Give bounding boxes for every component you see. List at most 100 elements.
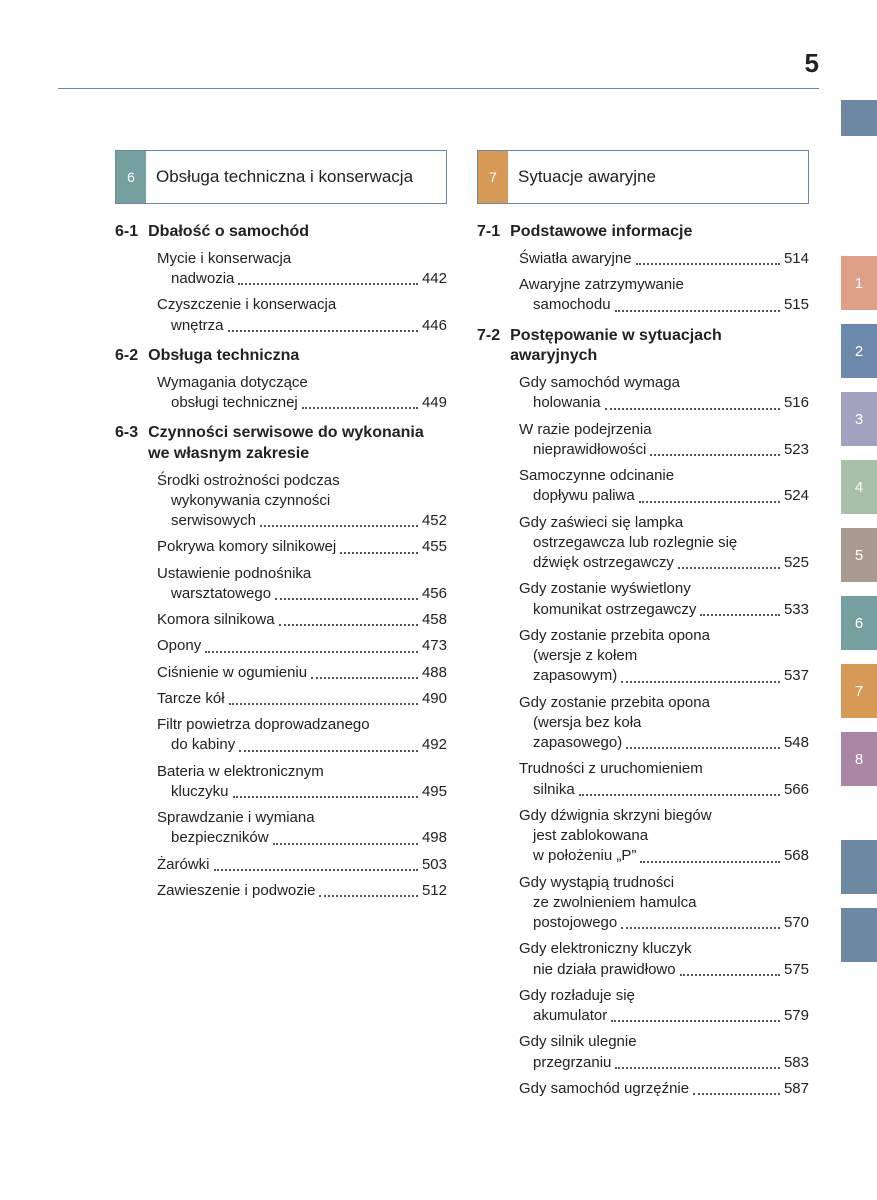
toc-entry: Filtr powietrza doprowadzanegodo kabiny4… bbox=[157, 715, 447, 756]
entry-label: Trudności z uruchomieniem bbox=[519, 759, 809, 779]
entry-line: dźwięk ostrzegawczy525 bbox=[519, 553, 809, 573]
entry-label: bezpieczników bbox=[171, 828, 269, 848]
dot-leader bbox=[311, 677, 418, 679]
entry-label: Samoczynne odcinanie bbox=[519, 466, 809, 486]
entry-label: Gdy samochód wymaga bbox=[519, 373, 809, 393]
toc-columns: 6Obsługa techniczna i konserwacja6-1Dbał… bbox=[115, 150, 809, 1109]
dot-leader bbox=[621, 681, 780, 683]
entry-page: 570 bbox=[784, 913, 809, 933]
chapter-title: Sytuacje awaryjne bbox=[508, 151, 808, 203]
entry-label: wnętrza bbox=[171, 316, 224, 336]
entry-line: Opony 473 bbox=[157, 636, 447, 656]
entries: Środki ostrożności podczaswykonywania cz… bbox=[115, 471, 447, 902]
toc-entry: Sprawdzanie i wymianabezpieczników498 bbox=[157, 808, 447, 849]
section-number: 6-1 bbox=[115, 222, 138, 243]
side-tab: 3 bbox=[841, 392, 877, 446]
dot-leader bbox=[621, 927, 780, 929]
entry-label: Komora silnikowa bbox=[157, 610, 275, 630]
toc-section: 7-1Podstawowe informacjeŚwiatła awaryjne… bbox=[477, 222, 809, 316]
entry-page: 525 bbox=[784, 553, 809, 573]
toc-entry: Zawieszenie i podwozie512 bbox=[157, 881, 447, 901]
entry-label: komunikat ostrzegawczy bbox=[533, 600, 696, 620]
dot-leader bbox=[205, 651, 418, 653]
toc-entry: W razie podejrzenianieprawidłowości523 bbox=[519, 420, 809, 461]
side-tab: 4 bbox=[841, 460, 877, 514]
toc-entry: Gdy zaświeci się lampkaostrzegawcza lub … bbox=[519, 513, 809, 574]
toc-column: 7Sytuacje awaryjne7-1Podstawowe informac… bbox=[477, 150, 809, 1109]
entry-page: 514 bbox=[784, 249, 809, 269]
entry-page: 512 bbox=[422, 881, 447, 901]
dot-leader bbox=[615, 310, 780, 312]
entry-label: Wymagania dotyczące bbox=[157, 373, 447, 393]
dot-leader bbox=[228, 330, 418, 332]
section-heading: 6-2Obsługa techniczna bbox=[115, 346, 447, 367]
entry-label: Gdy zostanie przebita opona bbox=[519, 693, 809, 713]
side-tabs: 12345678 bbox=[841, 256, 877, 976]
entry-label: Bateria w elektronicznym bbox=[157, 762, 447, 782]
dot-leader bbox=[650, 454, 780, 456]
entry-line: komunikat ostrzegawczy533 bbox=[519, 600, 809, 620]
dot-leader bbox=[319, 895, 418, 897]
toc-entry: Gdy rozładuje sięakumulator579 bbox=[519, 986, 809, 1027]
dot-leader bbox=[636, 263, 780, 265]
side-tab bbox=[841, 908, 877, 962]
entry-page: 548 bbox=[784, 733, 809, 753]
entry-page: 452 bbox=[422, 511, 447, 531]
dot-leader bbox=[678, 567, 780, 569]
entry-label: Ciśnienie w ogumieniu bbox=[157, 663, 307, 683]
entry-line: Tarcze kół490 bbox=[157, 689, 447, 709]
dot-leader bbox=[340, 552, 418, 554]
dot-leader bbox=[229, 703, 418, 705]
entry-label: Ustawienie podnośnika bbox=[157, 564, 447, 584]
entry-line: nie działa prawidłowo575 bbox=[519, 960, 809, 980]
toc-entry: Gdy zostanie przebita opona(wersja bez k… bbox=[519, 693, 809, 754]
toc-section: 6-1Dbałość o samochódMycie i konserwacja… bbox=[115, 222, 447, 336]
section-title: Postępowanie w sytuacjach awaryjnych bbox=[510, 326, 809, 368]
entry-label: kluczyku bbox=[171, 782, 229, 802]
dot-leader bbox=[626, 747, 780, 749]
section-number: 6-3 bbox=[115, 423, 138, 465]
entry-label: do kabiny bbox=[171, 735, 235, 755]
toc-entry: Czyszczenie i konserwacjawnętrza446 bbox=[157, 295, 447, 336]
entry-page: 587 bbox=[784, 1079, 809, 1099]
entry-label: Filtr powietrza doprowadzanego bbox=[157, 715, 447, 735]
dot-leader bbox=[693, 1093, 780, 1095]
entry-line: Zawieszenie i podwozie512 bbox=[157, 881, 447, 901]
toc-entry: Gdy samochód wymagaholowania516 bbox=[519, 373, 809, 414]
toc-entry: Pokrywa komory silnikowej455 bbox=[157, 537, 447, 557]
toc-entry: Ciśnienie w ogumieniu488 bbox=[157, 663, 447, 683]
dot-leader bbox=[579, 794, 780, 796]
entry-line: holowania516 bbox=[519, 393, 809, 413]
entry-line: akumulator579 bbox=[519, 1006, 809, 1026]
entry-label: nadwozia bbox=[171, 269, 234, 289]
side-tab: 7 bbox=[841, 664, 877, 718]
toc-section: 6-2Obsługa techniczna Wymagania dotyczące… bbox=[115, 346, 447, 413]
entry-line: bezpieczników498 bbox=[157, 828, 447, 848]
toc-entry: Światła awaryjne 514 bbox=[519, 249, 809, 269]
toc-section: 7-2 Postępowanie w sytuacjach awaryjnych G… bbox=[477, 326, 809, 1100]
top-tab bbox=[841, 100, 877, 136]
entry-label: Pokrywa komory silnikowej bbox=[157, 537, 336, 557]
entry-page: 515 bbox=[784, 295, 809, 315]
entry-line: silnika566 bbox=[519, 780, 809, 800]
toc-entry: Trudności z uruchomieniemsilnika566 bbox=[519, 759, 809, 800]
dot-leader bbox=[700, 614, 780, 616]
dot-leader bbox=[605, 408, 780, 410]
dot-leader bbox=[302, 407, 418, 409]
entry-label: obsługi technicznej bbox=[171, 393, 298, 413]
entry-line: nadwozia442 bbox=[157, 269, 447, 289]
entry-line: warsztatowego456 bbox=[157, 584, 447, 604]
entry-label: Gdy samochód ugrzęźnie bbox=[519, 1079, 689, 1099]
entry-page: 473 bbox=[422, 636, 447, 656]
dot-leader bbox=[639, 501, 780, 503]
entry-label: Gdy zostanie wyświetlony bbox=[519, 579, 809, 599]
entry-label: Światła awaryjne bbox=[519, 249, 632, 269]
entry-label: Awaryjne zatrzymywanie bbox=[519, 275, 809, 295]
entry-line: do kabiny492 bbox=[157, 735, 447, 755]
entry-label: Opony bbox=[157, 636, 201, 656]
side-tab: 8 bbox=[841, 732, 877, 786]
toc-entry: Tarcze kół490 bbox=[157, 689, 447, 709]
section-number: 7-2 bbox=[477, 326, 500, 368]
entry-label: warsztatowego bbox=[171, 584, 271, 604]
entry-page: 523 bbox=[784, 440, 809, 460]
